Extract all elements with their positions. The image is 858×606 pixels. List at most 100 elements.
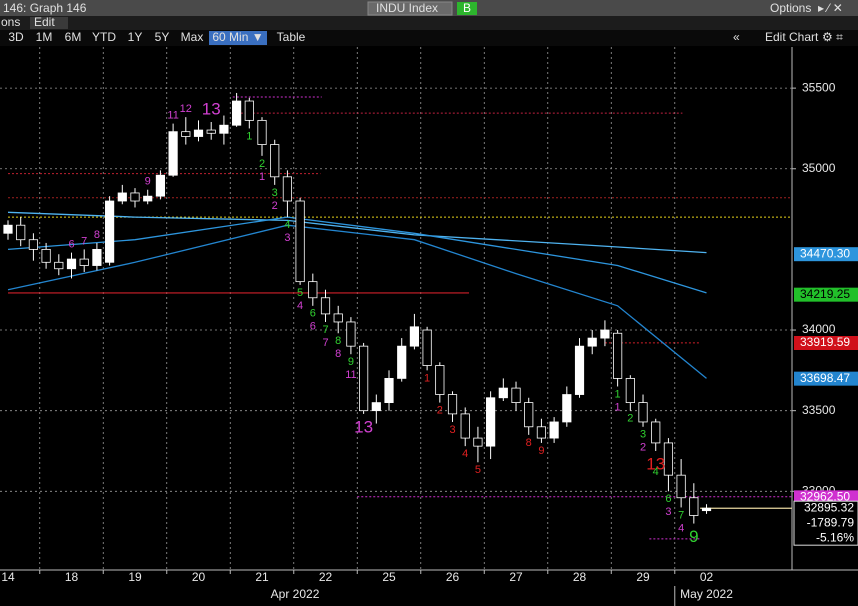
candle-body xyxy=(638,402,648,423)
price-label-box xyxy=(794,371,858,386)
window-title: 146: Graph 146 xyxy=(3,1,87,15)
candle-body xyxy=(651,421,661,444)
edit-chart[interactable]: Edit Chart xyxy=(765,30,819,44)
source-label[interactable]: B xyxy=(463,1,471,15)
sequential-count: 1 xyxy=(424,372,430,384)
range-button[interactable]: 3D xyxy=(8,30,24,44)
candle-body xyxy=(308,281,318,299)
month-label: Apr 2022 xyxy=(271,587,320,601)
range-button[interactable]: 6M xyxy=(65,30,82,44)
price-label: 34219.25 xyxy=(800,287,850,301)
x-tick-label: 02 xyxy=(700,570,714,584)
candle-body xyxy=(397,345,407,379)
candle-body xyxy=(486,397,496,447)
sequential-count: 4 xyxy=(297,300,303,312)
sequential-count: 9 xyxy=(145,176,151,188)
range-selected[interactable] xyxy=(209,31,267,45)
candle-body xyxy=(3,224,13,234)
sequential-count: 1 xyxy=(259,171,265,183)
sequential-count: 7 xyxy=(322,337,328,349)
candle-body xyxy=(105,200,115,263)
sequential-count: 6 xyxy=(310,321,316,333)
y-tick-label: 35500 xyxy=(802,80,836,94)
menu-edit[interactable]: Edit xyxy=(34,15,55,29)
candle-body xyxy=(498,387,508,399)
sequential-count: 5 xyxy=(297,287,303,299)
menu-item[interactable]: ons xyxy=(1,15,20,29)
sequential-count: 6 xyxy=(310,308,316,320)
x-tick-label: 29 xyxy=(636,570,650,584)
candle-body xyxy=(473,437,483,447)
range-button[interactable]: Max xyxy=(181,30,204,44)
x-tick-label: 25 xyxy=(382,570,396,584)
candle-body xyxy=(54,261,64,270)
sequential-count: 1 xyxy=(615,401,621,413)
price-label-box xyxy=(794,287,858,302)
ticker-box[interactable] xyxy=(367,1,453,16)
sequential-count: 8 xyxy=(526,437,532,449)
range-button[interactable]: 60 Min ▼ xyxy=(212,30,263,44)
candle-body xyxy=(587,337,597,347)
range-button[interactable]: 1M xyxy=(36,30,53,44)
sequential-count: 9 xyxy=(689,527,698,546)
moving-average xyxy=(7,216,707,294)
price-label: 34470.30 xyxy=(800,246,850,260)
candle-body xyxy=(193,129,204,137)
candle-body xyxy=(28,239,38,250)
sequential-count: 2 xyxy=(272,200,278,212)
sequential-count: 2 xyxy=(640,442,646,454)
x-tick-label: 18 xyxy=(65,570,79,584)
sequential-count: 11 xyxy=(345,369,356,381)
candle-body xyxy=(232,100,242,126)
last-price: 32895.32 xyxy=(804,500,854,514)
sequential-count: 3 xyxy=(449,424,455,436)
range-button[interactable]: 5Y xyxy=(155,30,170,44)
sequential-count: 6 xyxy=(665,493,671,505)
collapse-icon[interactable]: « xyxy=(733,30,740,44)
x-tick-label: 20 xyxy=(192,570,206,584)
x-tick-label: 27 xyxy=(509,570,523,584)
price-label-box xyxy=(794,247,858,262)
sequential-count: 1 xyxy=(246,130,252,142)
options[interactable]: Options xyxy=(770,1,811,15)
candle-body xyxy=(320,297,331,315)
last-price-box xyxy=(793,500,858,546)
candle-body xyxy=(206,129,216,134)
window-controls[interactable]: ▸ ⁄ ✕ xyxy=(818,1,843,15)
settings-icon[interactable]: ⚙ ⌗ xyxy=(822,30,843,44)
menu-edit-box[interactable] xyxy=(30,17,68,29)
sequential-count: 7 xyxy=(322,324,328,336)
candle-body xyxy=(460,413,470,439)
sequential-count: 13 xyxy=(202,99,221,118)
x-tick-label: 21 xyxy=(255,570,269,584)
x-tick-label: 22 xyxy=(319,570,333,584)
candle-body xyxy=(270,144,280,178)
x-tick-label: 14 xyxy=(1,570,15,584)
price-label: 32962.50 xyxy=(800,490,850,504)
y-tick-label: 34000 xyxy=(802,322,836,336)
candle-body xyxy=(117,192,127,202)
sequential-count: 1 xyxy=(615,388,621,400)
candle-body xyxy=(282,176,293,202)
x-tick-label: 19 xyxy=(128,570,142,584)
candle-body xyxy=(155,174,165,197)
sequential-count: 2 xyxy=(259,158,265,170)
candle-body xyxy=(181,131,191,137)
sequential-count: 4 xyxy=(284,219,290,231)
sequential-count: 8 xyxy=(335,348,341,360)
ticker[interactable]: INDU Index xyxy=(376,1,438,15)
candle-body xyxy=(409,326,420,347)
range-button[interactable]: Table xyxy=(277,30,306,44)
source-button[interactable] xyxy=(457,2,477,15)
candle-body xyxy=(574,345,585,395)
sequential-count: 3 xyxy=(284,232,290,244)
range-button[interactable]: 1Y xyxy=(128,30,143,44)
price-label-box xyxy=(794,335,858,350)
range-button[interactable]: YTD xyxy=(92,30,116,44)
candle-body xyxy=(625,378,635,404)
y-tick-label: 35000 xyxy=(802,161,836,175)
candle-body xyxy=(447,394,458,415)
sequential-count: 5 xyxy=(475,464,481,476)
